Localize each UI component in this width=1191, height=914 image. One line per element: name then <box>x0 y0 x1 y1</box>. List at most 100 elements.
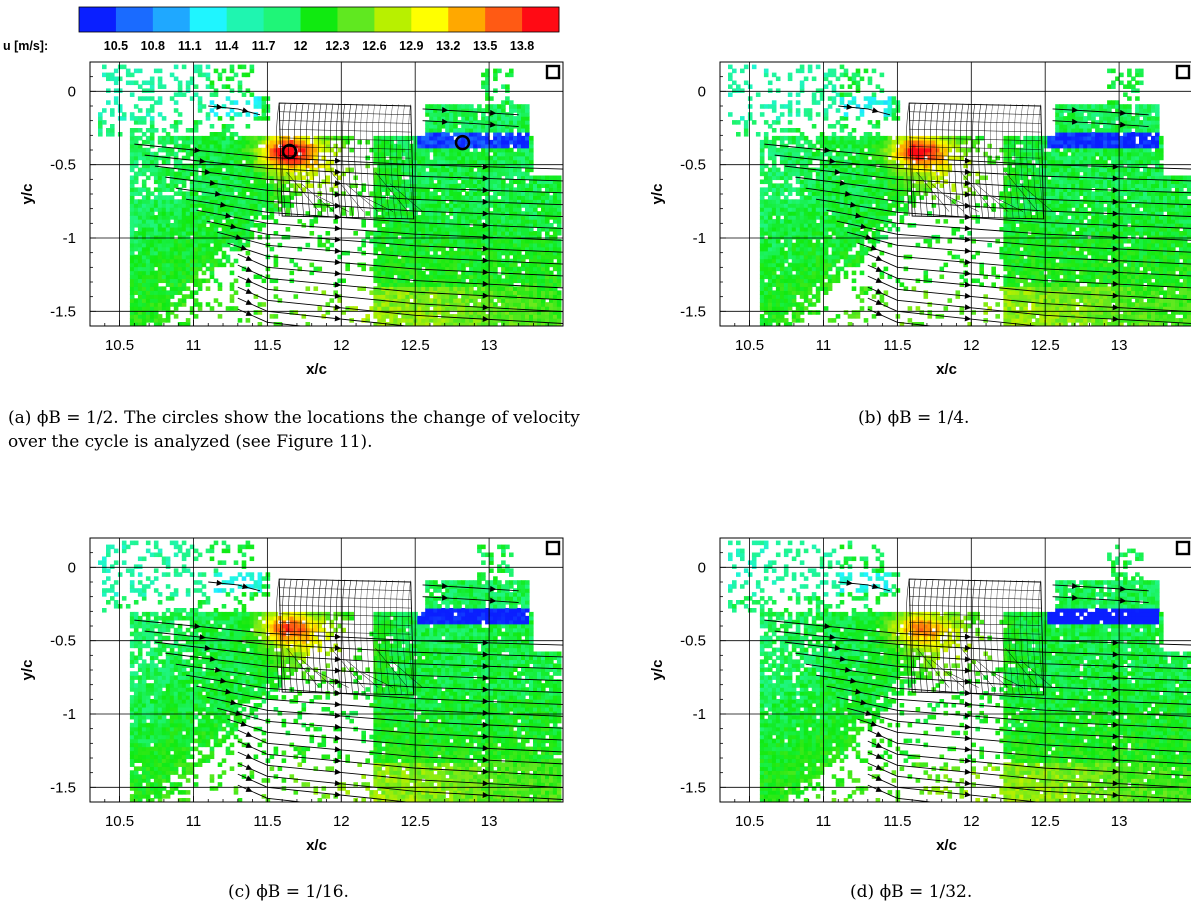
axis-ticks <box>720 552 1179 803</box>
y-axis-label: y/c <box>649 184 666 205</box>
y-tick-label: -1.5 <box>680 779 706 796</box>
y-axis-label: y/c <box>19 660 36 681</box>
colorbar: u [m/s]: 10.5 10.8 11.1 11.4 11.7 12 12.3 12.6 1… <box>3 6 560 53</box>
colorbar-tick-label: 10.8 <box>141 39 165 53</box>
x-tick-label: 11.5 <box>883 813 911 830</box>
analysis-location-circle <box>281 143 298 160</box>
colorbar-label: u [m/s]: <box>3 39 48 53</box>
caption-c-tag: (c) <box>228 882 251 902</box>
y-axis-label: y/c <box>649 660 666 681</box>
x-tick-label: 12.5 <box>401 337 430 354</box>
colorbar-cell <box>300 7 338 32</box>
plot-panel-d: 10.5 11 11.5 12 12.5 13 0 -0.5 -1 -1.5 x/c y/c <box>649 537 1191 854</box>
y-tick-label: 0 <box>68 83 76 100</box>
colorbar-cell <box>189 7 228 32</box>
x-tick-label: 10.5 <box>105 337 134 354</box>
square-marker <box>1175 64 1191 80</box>
x-tick-label: 10.5 <box>105 813 134 830</box>
colorbar-tick-label: 11.1 <box>178 39 202 53</box>
axis-ticks <box>90 552 549 803</box>
streamlines <box>134 579 563 802</box>
plot-panel-b: 10.5 11 11.5 12 12.5 13 0 -0.5 -1 -1.5 x/c y/c <box>649 61 1191 378</box>
wireframe-body <box>275 102 423 220</box>
colorbar-cell <box>337 7 375 32</box>
wireframe-body <box>905 102 1053 220</box>
axis-ticks <box>90 76 549 327</box>
y-tick-label: -0.5 <box>680 633 706 650</box>
colorbar-cell <box>448 7 486 32</box>
caption-b-text: ϕB = 1/4. <box>887 408 970 428</box>
x-tick-label: 12 <box>963 813 980 830</box>
wireframe-body <box>905 578 1053 696</box>
x-tick-label: 10.5 <box>735 813 764 830</box>
caption-c: (c) ϕB = 1/16. <box>228 880 488 904</box>
x-tick-label: 13 <box>481 813 498 830</box>
x-tick-label: 13 <box>1111 337 1128 354</box>
colorbar-tick-label: 13.5 <box>473 39 497 53</box>
colorbar-cell <box>226 7 265 32</box>
x-axis-label: x/c <box>936 837 957 854</box>
y-tick-label: -0.5 <box>50 157 76 174</box>
colorbar-cell <box>115 7 154 32</box>
caption-a-tag: (a) <box>8 408 32 428</box>
caption-a-text: ϕB = 1/2. The circles show the locations… <box>8 408 580 452</box>
caption-d-tag: (d) <box>850 882 875 902</box>
y-tick-label: -1 <box>63 706 76 723</box>
x-tick-label: 11 <box>186 813 202 830</box>
x-tick-label: 12 <box>333 337 350 354</box>
colorbar-cell <box>152 7 191 32</box>
y-tick-label: -1 <box>63 230 76 247</box>
streamlines <box>134 103 563 326</box>
x-tick-label: 11 <box>816 337 832 354</box>
caption-a: (a) ϕB = 1/2. The circles show the locat… <box>8 406 598 454</box>
colorbar-tick-label: 11.7 <box>252 39 276 53</box>
colorbar-cell <box>374 7 412 32</box>
colorbar-tick-label: 12 <box>294 39 308 53</box>
colorbar-tick-label: 12.9 <box>399 39 423 53</box>
wireframe-body <box>275 578 423 696</box>
square-marker <box>1175 540 1191 556</box>
x-tick-label: 10.5 <box>735 337 764 354</box>
x-tick-label: 11 <box>816 813 832 830</box>
x-axis-label: x/c <box>936 361 957 378</box>
velocity-field <box>728 64 1191 326</box>
y-tick-label: -1 <box>693 706 706 723</box>
caption-d-text: ϕB = 1/32. <box>879 882 973 902</box>
x-tick-label: 12 <box>963 337 980 354</box>
x-axis-label: x/c <box>306 837 327 854</box>
y-tick-label: -1.5 <box>50 303 76 320</box>
grid-lines <box>90 538 563 802</box>
colorbar-cell <box>485 7 523 32</box>
x-tick-label: 11 <box>186 337 202 354</box>
y-tick-label: 0 <box>68 559 76 576</box>
plot-panel-c: 10.5 11 11.5 12 12.5 13 0 -0.5 -1 -1.5 x/c y/c <box>19 537 564 854</box>
colorbar-tick-labels: 10.5 10.8 11.1 11.4 11.7 12 12.3 12.6 12.9 13.2 13… <box>104 39 535 53</box>
axis-ticks <box>720 76 1179 327</box>
caption-d: (d) ϕB = 1/32. <box>850 880 1110 904</box>
x-tick-label: 11.5 <box>883 337 911 354</box>
velocity-field <box>98 64 562 326</box>
x-axis-label: x/c <box>306 361 327 378</box>
streamlines <box>764 579 1191 802</box>
y-tick-label: 0 <box>698 83 706 100</box>
colorbar-tick-label: 10.5 <box>104 39 128 53</box>
y-tick-label: -1 <box>693 230 706 247</box>
colorbar-cell <box>411 7 449 32</box>
y-tick-label: -0.5 <box>680 157 706 174</box>
caption-c-text: ϕB = 1/16. <box>256 882 349 902</box>
square-marker <box>545 540 561 556</box>
plot-panel-a: 10.5 11 11.5 12 12.5 13 0 -0.5 -1 -1.5 x/c y/c <box>19 61 564 378</box>
analysis-location-circle <box>454 134 471 151</box>
colorbar-tick-label: 13.8 <box>510 39 534 53</box>
y-tick-label: -1.5 <box>50 779 76 796</box>
x-tick-label: 12.5 <box>401 813 430 830</box>
x-tick-label: 11.5 <box>253 813 281 830</box>
x-tick-label: 12.5 <box>1031 813 1060 830</box>
colorbar-tick-label: 13.2 <box>436 39 460 53</box>
x-tick-label: 12.5 <box>1031 337 1060 354</box>
x-tick-label: 12 <box>333 813 350 830</box>
colorbar-cells <box>79 7 560 32</box>
colorbar-cell <box>522 7 560 32</box>
y-axis-label: y/c <box>19 184 36 205</box>
colorbar-cell <box>263 7 301 32</box>
